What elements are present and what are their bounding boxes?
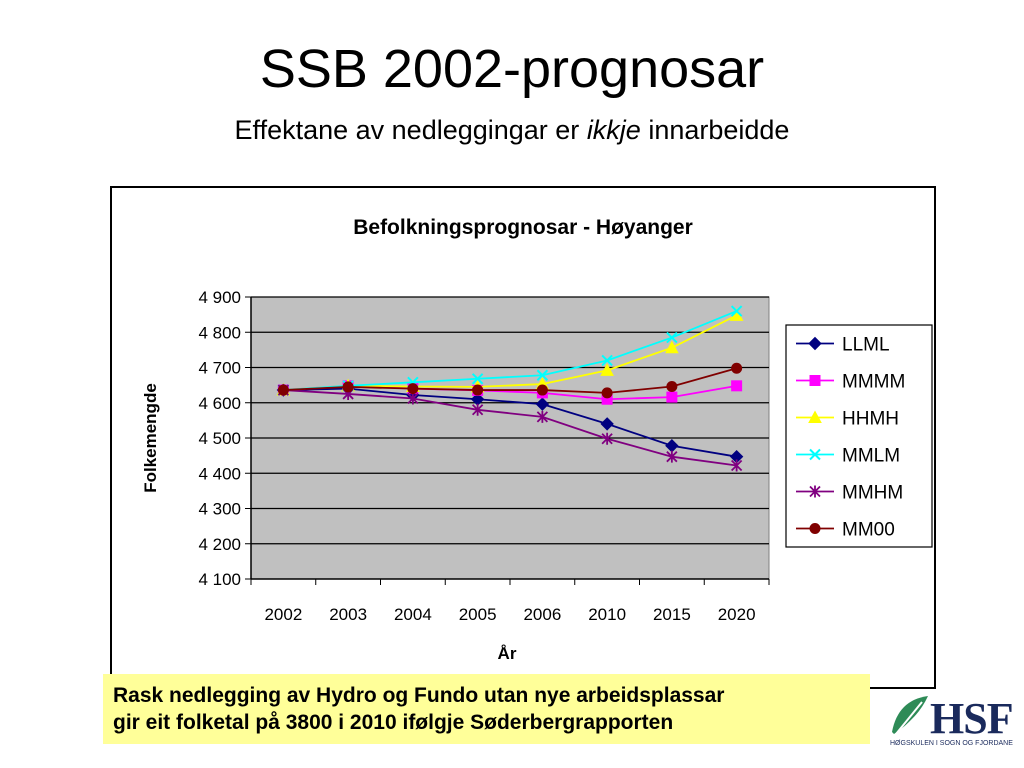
subtitle-prefix: Effektane av nedleggingar er: [234, 115, 587, 145]
legend-marker-mm00: [809, 523, 821, 534]
y-tick-label: 4 700: [198, 359, 241, 378]
data-point-mm00: [472, 384, 484, 396]
y-tick-label: 4 300: [198, 500, 241, 519]
legend-marker-hhmh: [808, 410, 822, 423]
y-tick-label: 4 900: [198, 288, 241, 307]
y-tick-label: 4 600: [198, 394, 241, 413]
y-tick-label: 4 100: [198, 570, 241, 589]
x-tick-label: 2002: [264, 605, 302, 624]
data-point-mmhm: [536, 410, 549, 423]
callout-line-2: gir eit folketal på 3800 i 2010 ifølgje …: [113, 711, 674, 735]
data-point-mmhm: [730, 459, 743, 472]
data-point-mmmm: [731, 380, 743, 392]
data-point-mmhm: [471, 403, 484, 416]
data-point-mm00: [536, 384, 548, 396]
legend-marker-mmlm: [809, 448, 821, 461]
series-line-mmhm: [283, 389, 737, 467]
x-tick-label: 2003: [329, 605, 367, 624]
y-tick-label: 4 500: [198, 429, 241, 448]
chart-title: Befolkningsprognosar - Høyanger: [353, 216, 693, 239]
y-tick-label: 4 800: [198, 323, 241, 342]
legend-label-mmmm: MMMM: [842, 372, 905, 393]
legend-marker-mmmm: [809, 375, 821, 386]
hsf-logo-icon: [892, 696, 929, 735]
series-line-llml: [283, 387, 737, 458]
data-point-mm00: [277, 384, 289, 396]
slide-subtitle: Effektane av nedleggingar er ikkje innar…: [0, 115, 1024, 146]
data-point-mmhm: [666, 450, 678, 463]
data-point-mm00: [601, 387, 613, 399]
x-tick-label: 2005: [459, 605, 497, 624]
data-point-mmlm: [536, 369, 549, 381]
data-point-mmhm: [407, 392, 419, 405]
data-point-mmlm: [730, 305, 743, 317]
hsf-logo-text: HSF: [930, 694, 1014, 743]
data-point-mmhm: [601, 432, 613, 445]
x-tick-label: 2015: [653, 605, 691, 624]
y-tick-label: 4 200: [198, 535, 241, 554]
data-point-mmlm: [666, 331, 678, 344]
x-tick-label: 2006: [523, 605, 561, 624]
slide-title: SSB 2002-prognosar: [259, 39, 765, 99]
chart-frame: Befolkningsprognosar - Høyanger 4 100 4 20…: [110, 186, 936, 689]
hsf-logo-subtext: HØGSKULEN I SOGN OG FJORDANE: [890, 740, 1013, 747]
x-tick-label: 2020: [718, 605, 756, 624]
x-axis-label: År: [498, 644, 517, 663]
legend-label-mmhm: MMHM: [842, 483, 903, 504]
data-point-hhmh: [665, 340, 679, 354]
series-line-mmlm: [283, 310, 737, 391]
x-tick-label: 2010: [588, 605, 626, 624]
data-point-mm00: [407, 383, 419, 395]
data-point-hhmh: [600, 363, 614, 376]
line-chart: Befolkningsprognosar - Høyanger 4 100 4 20…: [141, 216, 933, 663]
callout-box: Rask nedlegging av Hydro og Fundo utan n…: [103, 674, 870, 744]
y-axis-label: Folkemengde: [141, 383, 160, 493]
legend-box: [785, 324, 933, 548]
subtitle-emphasis: ikkje: [586, 115, 641, 145]
data-point-mm00: [666, 381, 678, 393]
subtitle-suffix: innarbeidde: [640, 115, 790, 145]
legend-marker-mmhm: [809, 485, 821, 498]
data-point-mmlm: [601, 354, 613, 367]
data-point-mm00: [342, 381, 354, 393]
data-point-llml: [600, 417, 614, 431]
series-line-mm00: [283, 367, 737, 394]
data-point-llml: [535, 397, 550, 411]
x-tick-label: 2004: [394, 605, 432, 624]
legend-label-hhmh: HHMH: [842, 409, 899, 430]
callout-line-1: Rask nedlegging av Hydro og Fundo utan n…: [113, 684, 725, 707]
y-tick-label: 4 400: [198, 464, 241, 483]
legend-marker-llml: [808, 336, 822, 351]
legend-label-mm00: MM00: [842, 520, 895, 541]
legend-label-llml: LLML: [842, 335, 890, 356]
data-point-mmmm: [666, 391, 678, 403]
data-point-mmlm: [471, 373, 484, 385]
legend-label-mmlm: MMLM: [842, 446, 900, 467]
data-point-mm00: [731, 362, 743, 374]
